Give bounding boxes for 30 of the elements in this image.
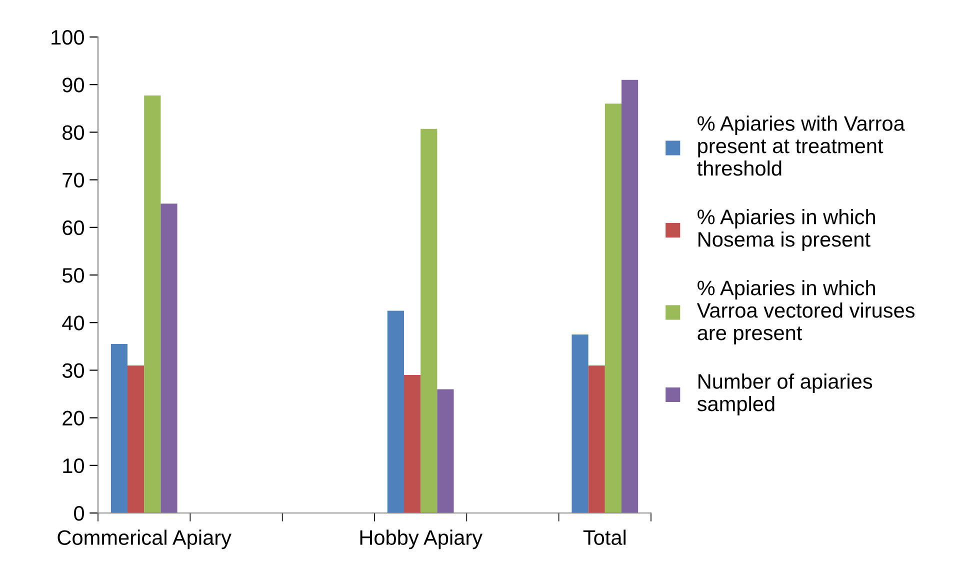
bar xyxy=(588,365,605,513)
y-tick-label: 50 xyxy=(62,268,84,283)
y-tick-label: 30 xyxy=(62,363,84,378)
y-tick-label: 40 xyxy=(62,316,84,330)
bar xyxy=(622,80,638,513)
bar xyxy=(144,96,161,513)
y-tick-label: 0 xyxy=(74,506,84,521)
bar xyxy=(420,128,438,513)
bar xyxy=(604,104,622,513)
y-tick-label: 60 xyxy=(62,220,84,236)
bar xyxy=(572,334,588,513)
bar xyxy=(387,310,404,513)
bar xyxy=(127,365,144,513)
y-tick-label: 80 xyxy=(62,125,84,140)
legend-label: Number of apiaries sampled xyxy=(697,374,872,416)
x-tick-label: Total xyxy=(583,530,626,545)
bar xyxy=(437,389,454,513)
bar xyxy=(110,344,128,513)
y-tick-label: 20 xyxy=(62,410,84,426)
y-tick-label: 70 xyxy=(62,172,84,188)
x-tick-label: Commerical Apiary xyxy=(58,530,232,550)
legend-label: % Apiaries in which Nosema is present xyxy=(698,209,875,251)
y-tick-label: 100 xyxy=(52,30,84,45)
legend-label: % Apiaries in which Varroa vectored viruses are present xyxy=(696,280,915,344)
bar xyxy=(160,204,178,513)
x-tick-label: Hobby Apiary xyxy=(360,530,483,550)
bar xyxy=(404,374,421,513)
y-tick-label: 10 xyxy=(63,458,84,474)
y-tick-label: 90 xyxy=(62,78,84,92)
legend-label: % Apiaries with Varroa present at treatment threshold xyxy=(697,116,905,176)
